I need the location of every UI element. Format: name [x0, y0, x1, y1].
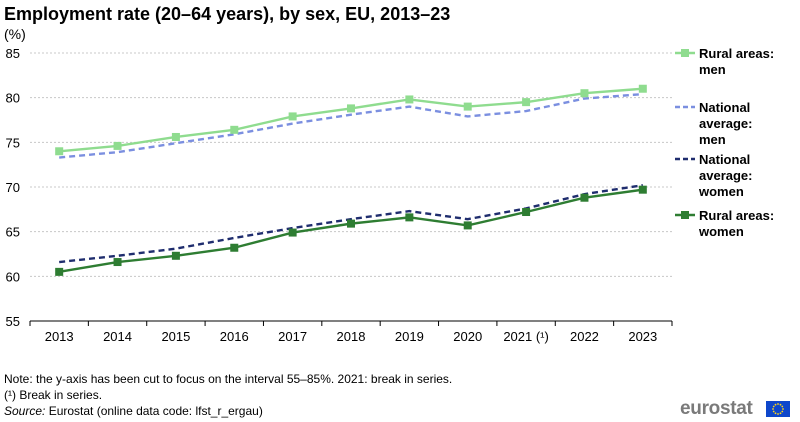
data-point-rural-areas-men [463, 102, 472, 111]
data-point-rural-areas-men [405, 95, 414, 104]
data-point-rural-areas-women [55, 267, 64, 276]
x-tick-label: 2020 [453, 329, 482, 344]
footnote-text: (¹) Break in series. [4, 388, 103, 402]
legend-swatch-national-women [675, 157, 695, 161]
y-tick-label: 55 [6, 314, 20, 329]
data-point-rural-areas-men [638, 84, 647, 93]
data-point-rural-areas-men [288, 112, 297, 121]
data-point-rural-areas-men [347, 104, 355, 113]
source-label: Source: [4, 404, 46, 418]
data-point-rural-areas-men [55, 147, 64, 156]
legend-label-line: men [699, 62, 726, 77]
legend-label-line: average: [699, 116, 753, 131]
x-tick-label: 2022 [570, 329, 599, 344]
y-axis-ticks: 55 60 65 70 75 80 85 [6, 46, 20, 329]
legend-label-line: women [699, 184, 744, 199]
x-tick-label: 2016 [220, 329, 249, 344]
series-group [55, 84, 647, 276]
data-point-rural-areas-women [113, 258, 122, 267]
y-tick-label: 60 [6, 269, 20, 284]
y-tick-label: 75 [6, 135, 20, 150]
source-line: Source: Eurostat (online data code: lfst… [4, 403, 452, 419]
legend-swatch-rural-women [675, 211, 695, 219]
data-point-rural-areas-women [463, 221, 472, 230]
eu-flag-icon [766, 401, 790, 417]
data-point-rural-areas-men [580, 89, 589, 98]
data-point-rural-areas-men [230, 125, 239, 134]
x-tick-label: 2013 [45, 329, 74, 344]
x-tick-label: 2021 (¹) [503, 329, 549, 344]
data-point-rural-areas-women [522, 208, 531, 217]
legend-swatch-marker [681, 49, 689, 57]
data-point-rural-areas-women [288, 228, 297, 237]
x-tick-label: 2017 [278, 329, 307, 344]
x-tick-label: 2015 [161, 329, 190, 344]
legend-label-line: men [699, 132, 726, 147]
legend-swatch-national-men [675, 105, 695, 109]
legend-label-line: National [699, 100, 751, 115]
y-axis-unit: (%) [4, 26, 26, 42]
legend-swatch-marker [681, 211, 689, 219]
y-tick-label: 85 [6, 46, 20, 61]
legend-label-line: women [699, 224, 744, 239]
legend-label-line: average: [699, 168, 753, 183]
data-point-rural-areas-women [580, 193, 589, 202]
y-tick-label: 70 [6, 180, 20, 195]
logo-text: eurostat [680, 398, 753, 419]
data-point-rural-areas-women [171, 251, 180, 260]
legend-swatch-rural-men [675, 49, 695, 57]
chart-notes: Note: the y-axis has been cut to focus o… [4, 371, 452, 419]
legend-label-line: Rural areas: [699, 208, 775, 223]
note-text: Note: the y-axis has been cut to focus o… [4, 372, 453, 386]
x-axis: 2013 2014 2015 2016 2017 2018 2019 2020 2021 (¹)… [29, 320, 673, 344]
x-tick-label: 2019 [395, 329, 424, 344]
x-tick-label: 2014 [103, 329, 132, 344]
data-point-rural-areas-women [230, 243, 239, 252]
y-tick-label: 80 [6, 91, 20, 106]
data-point-rural-areas-men [522, 98, 531, 107]
gridlines [30, 52, 672, 277]
chart-title: Employment rate (20–64 years), by sex, E… [4, 4, 451, 24]
source-text: Eurostat (online data code: lfst_r_ergau… [45, 404, 263, 418]
x-tick-label: 2018 [337, 329, 366, 344]
legend-label-line: Rural areas: [699, 46, 775, 61]
series-line-national-average-women [59, 184, 643, 264]
y-tick-label: 65 [6, 225, 20, 240]
data-point-rural-areas-women [638, 185, 647, 194]
data-point-rural-areas-men [113, 141, 122, 150]
data-point-rural-areas-men [171, 132, 180, 141]
data-point-rural-areas-women [405, 213, 414, 222]
x-tick-label: 2023 [628, 329, 657, 344]
data-point-rural-areas-women [347, 219, 355, 228]
legend-label-line: National [699, 152, 751, 167]
series-line-national-average-men [59, 92, 643, 159]
